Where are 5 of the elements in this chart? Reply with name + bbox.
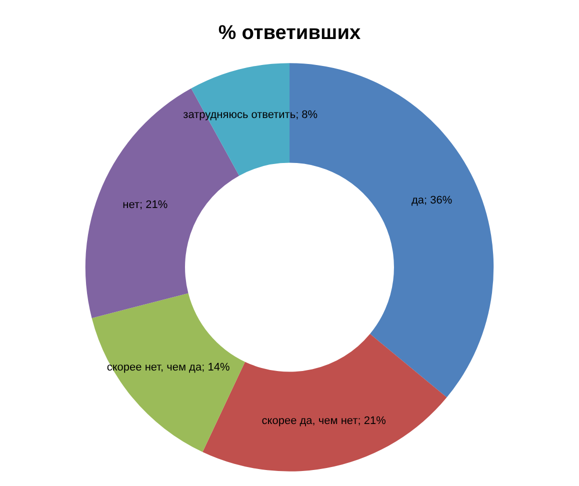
- chart-title: % ответивших: [218, 22, 361, 44]
- slice-label: да; 36%: [412, 194, 452, 206]
- slice-label: нет; 21%: [122, 198, 168, 211]
- slice-label: затрудняюсь ответить; 8%: [183, 108, 318, 121]
- slice-label: скорее да, чем нет; 21%: [262, 414, 386, 427]
